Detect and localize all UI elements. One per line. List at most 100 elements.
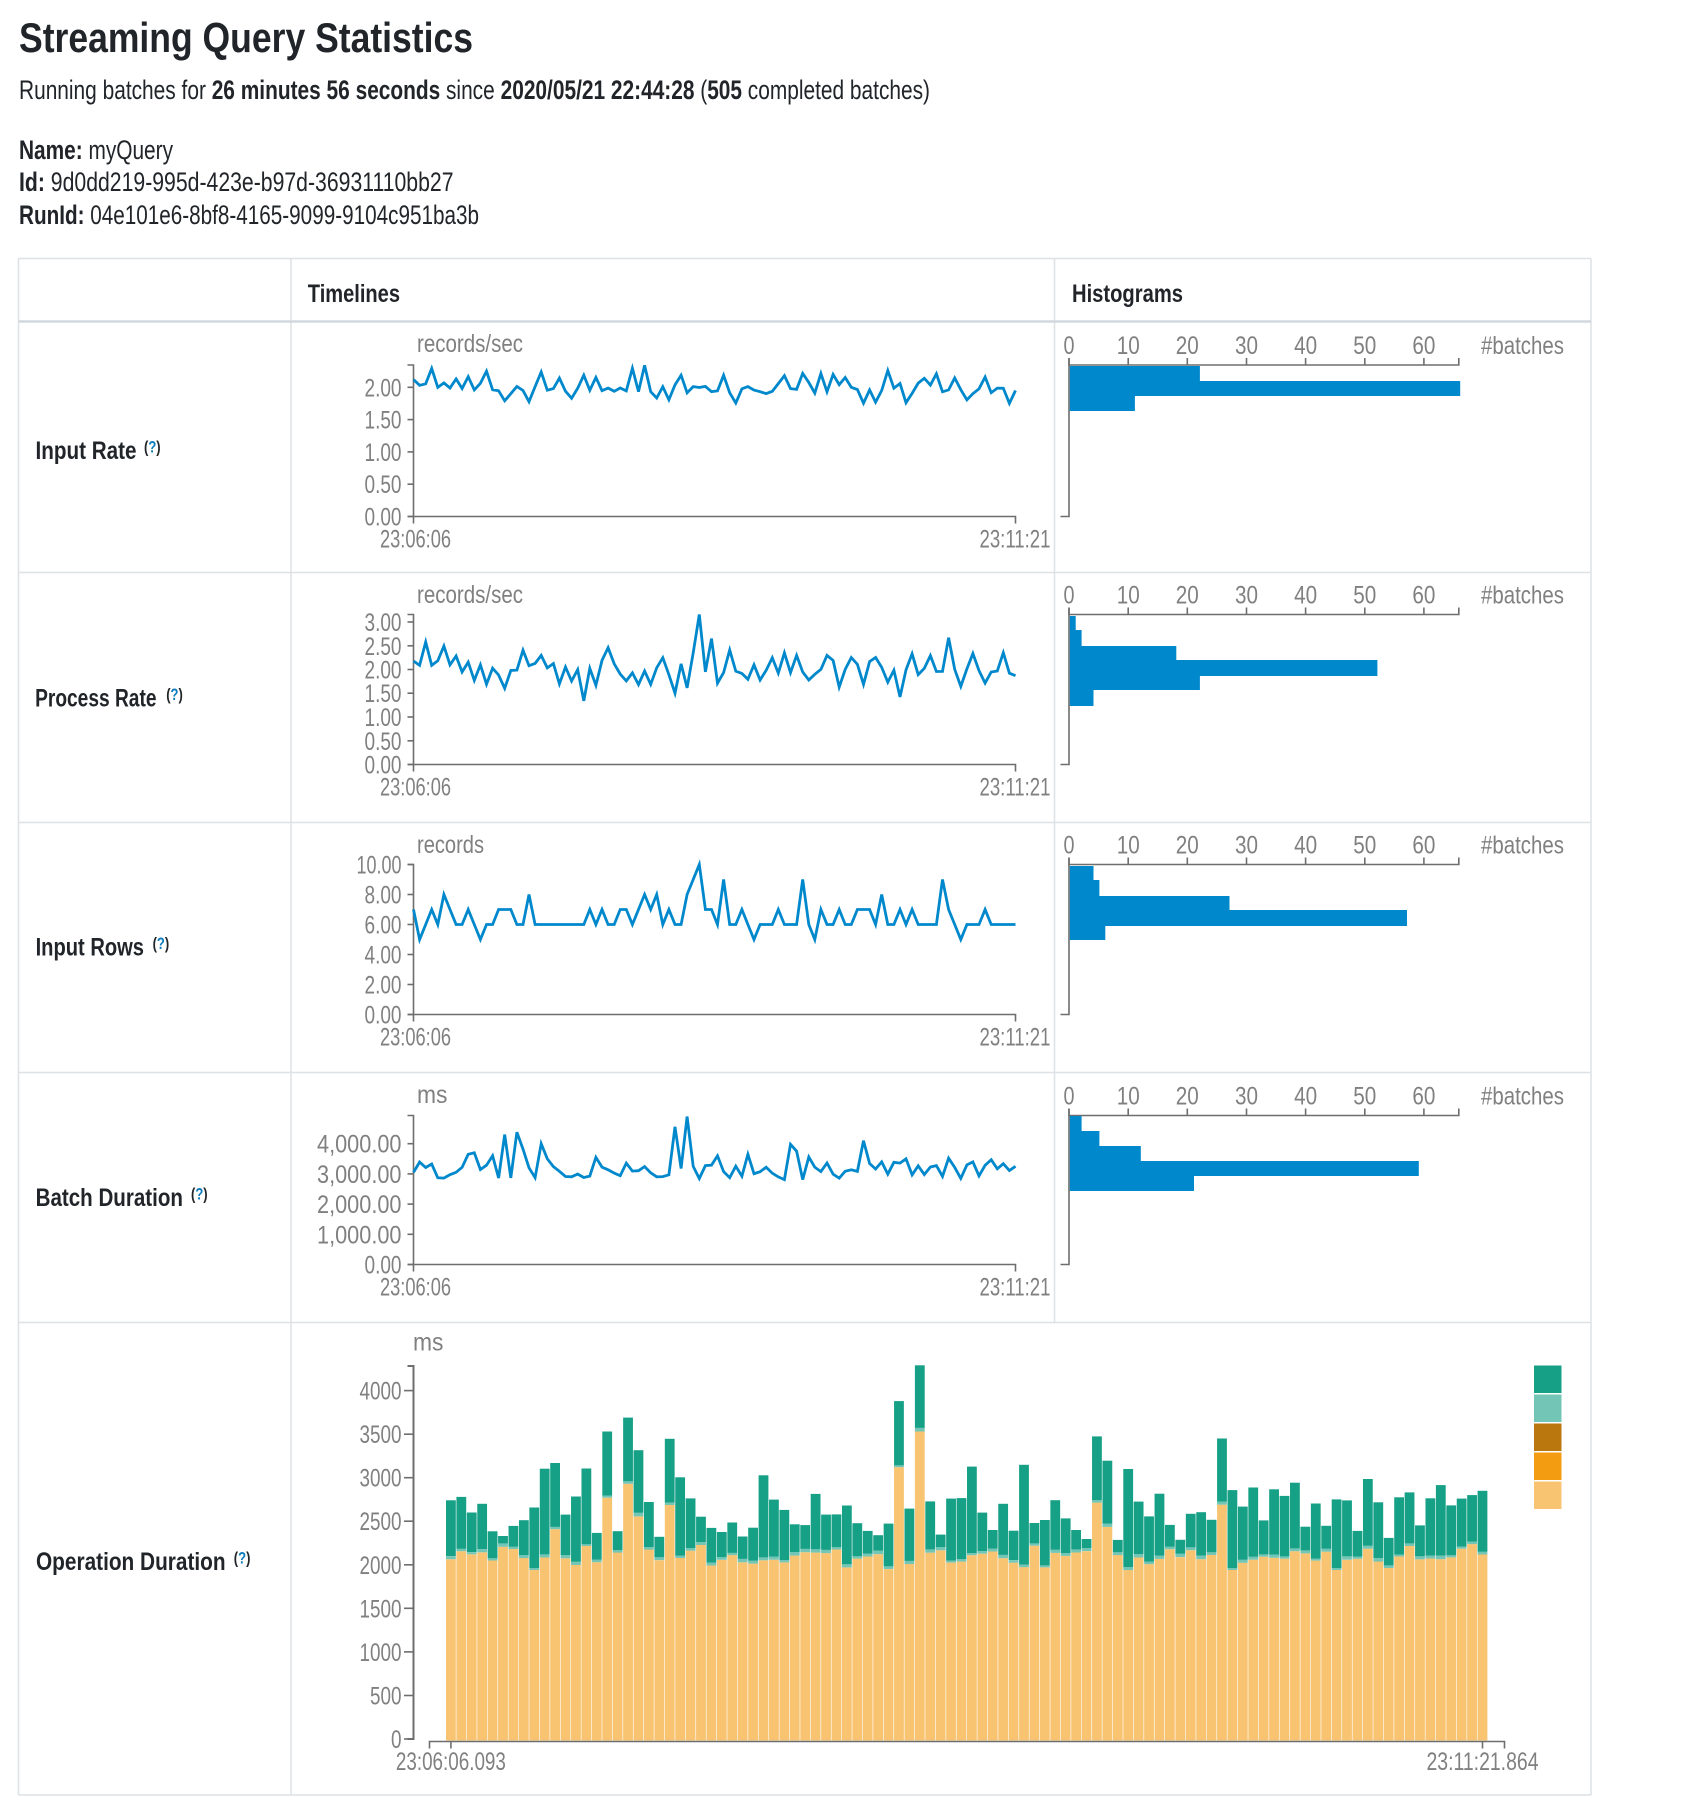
svg-text:(?): (?): [191, 1186, 208, 1204]
svg-text:ms: ms: [413, 1329, 444, 1357]
svg-text:0: 0: [1064, 1083, 1075, 1111]
svg-text:23:11:21: 23:11:21: [980, 526, 1051, 554]
svg-text:30: 30: [1235, 832, 1258, 860]
svg-text:20: 20: [1176, 332, 1199, 360]
svg-text:23:11:21: 23:11:21: [980, 1274, 1051, 1302]
svg-text:RunId:: RunId:: [19, 200, 85, 230]
svg-text:23:06:06: 23:06:06: [380, 526, 451, 554]
svg-text:#batches: #batches: [1481, 582, 1564, 610]
svg-text:60: 60: [1412, 832, 1435, 860]
svg-text:2500: 2500: [360, 1508, 402, 1536]
svg-text:20: 20: [1176, 1083, 1199, 1111]
svg-text:2,000.00: 2,000.00: [317, 1191, 402, 1219]
svg-text:Running batches for: Running batches for: [19, 75, 206, 105]
svg-text:1.00: 1.00: [365, 704, 402, 732]
svg-text:0.00: 0.00: [365, 1002, 402, 1030]
svg-text:6.00: 6.00: [365, 912, 402, 940]
svg-text:Streaming Query Statistics: Streaming Query Statistics: [19, 14, 473, 61]
svg-text:Input Rate: Input Rate: [36, 437, 137, 465]
svg-text:23:06:06: 23:06:06: [380, 1024, 451, 1052]
svg-text:3,000.00: 3,000.00: [317, 1161, 402, 1189]
svg-text:0: 0: [1064, 832, 1075, 860]
svg-text:20: 20: [1176, 582, 1199, 610]
svg-text:50: 50: [1353, 832, 1376, 860]
svg-text:#batches: #batches: [1481, 832, 1564, 860]
svg-text:40: 40: [1294, 832, 1317, 860]
svg-text:myQuery: myQuery: [89, 135, 174, 165]
svg-text:0: 0: [391, 1726, 402, 1754]
svg-text:60: 60: [1412, 1083, 1435, 1111]
svg-text:Process Rate: Process Rate: [35, 685, 156, 713]
svg-text:1,000.00: 1,000.00: [317, 1221, 402, 1249]
svg-text:505: 505: [707, 75, 742, 105]
svg-text:(?): (?): [144, 439, 161, 457]
svg-text:8.00: 8.00: [365, 882, 402, 910]
svg-text:23:06:06: 23:06:06: [380, 774, 451, 802]
svg-text:10: 10: [1117, 332, 1140, 360]
svg-text:Operation Duration: Operation Duration: [36, 1548, 226, 1576]
svg-text:30: 30: [1235, 332, 1258, 360]
svg-text:23:11:21: 23:11:21: [980, 774, 1051, 802]
svg-text:4000: 4000: [360, 1378, 402, 1406]
svg-text:1.50: 1.50: [365, 680, 402, 708]
svg-text:23:11:21.864: 23:11:21.864: [1427, 1748, 1539, 1776]
svg-text:4,000.00: 4,000.00: [317, 1131, 402, 1159]
svg-text:1.50: 1.50: [365, 407, 402, 435]
svg-text:60: 60: [1412, 332, 1435, 360]
svg-text:0: 0: [1064, 332, 1075, 360]
svg-text:26 minutes 56 seconds: 26 minutes 56 seconds: [212, 75, 441, 105]
svg-text:Id:: Id:: [19, 167, 45, 197]
svg-text:04e101e6-8bf8-4165-9099-9104c9: 04e101e6-8bf8-4165-9099-9104c951ba3b: [90, 200, 479, 230]
svg-text:3500: 3500: [360, 1421, 402, 1449]
svg-text:Input Rows: Input Rows: [36, 934, 144, 962]
svg-text:(: (: [700, 75, 707, 105]
svg-text:2.00: 2.00: [365, 657, 402, 685]
svg-text:2000: 2000: [360, 1552, 402, 1580]
svg-text:1000: 1000: [360, 1639, 402, 1667]
svg-text:50: 50: [1353, 332, 1376, 360]
svg-text:50: 50: [1353, 582, 1376, 610]
svg-text:#batches: #batches: [1481, 1083, 1564, 1111]
svg-text:0: 0: [1064, 582, 1075, 610]
svg-text:2.50: 2.50: [365, 633, 402, 661]
svg-text:10: 10: [1117, 832, 1140, 860]
svg-text:(?): (?): [166, 686, 183, 704]
svg-text:completed batches): completed batches): [748, 75, 930, 105]
svg-text:10: 10: [1117, 1083, 1140, 1111]
svg-text:30: 30: [1235, 1083, 1258, 1111]
svg-text:0.50: 0.50: [365, 471, 402, 499]
svg-text:Histograms: Histograms: [1072, 280, 1183, 308]
svg-text:40: 40: [1294, 1083, 1317, 1111]
svg-text:9d0dd219-995d-423e-b97d-369311: 9d0dd219-995d-423e-b97d-36931110bb27: [51, 167, 454, 197]
svg-text:0.00: 0.00: [365, 1252, 402, 1280]
svg-text:500: 500: [370, 1683, 402, 1711]
svg-text:Batch Duration: Batch Duration: [36, 1184, 183, 1212]
svg-text:40: 40: [1294, 582, 1317, 610]
svg-text:0.50: 0.50: [365, 728, 402, 756]
svg-text:since: since: [446, 75, 495, 105]
svg-text:3000: 3000: [360, 1465, 402, 1493]
svg-text:2.00: 2.00: [365, 972, 402, 1000]
svg-text:0.00: 0.00: [365, 504, 402, 532]
svg-text:4.00: 4.00: [365, 942, 402, 970]
svg-text:2.00: 2.00: [365, 374, 402, 402]
svg-text:2020/05/21 22:44:28: 2020/05/21 22:44:28: [501, 75, 695, 105]
svg-text:23:11:21: 23:11:21: [980, 1024, 1051, 1052]
svg-text:records: records: [417, 831, 484, 859]
svg-text:ms: ms: [417, 1081, 448, 1109]
svg-text:60: 60: [1412, 582, 1435, 610]
svg-text:Name:: Name:: [19, 135, 83, 165]
svg-text:23:06:06.093: 23:06:06.093: [396, 1748, 506, 1776]
svg-text:#batches: #batches: [1481, 332, 1564, 360]
svg-text:23:06:06: 23:06:06: [380, 1274, 451, 1302]
svg-text:(?): (?): [234, 1550, 251, 1568]
svg-text:3.00: 3.00: [365, 609, 402, 637]
svg-text:20: 20: [1176, 832, 1199, 860]
svg-text:records/sec: records/sec: [417, 330, 523, 358]
svg-text:0.00: 0.00: [365, 752, 402, 780]
svg-text:10: 10: [1117, 582, 1140, 610]
svg-text:1.00: 1.00: [365, 439, 402, 467]
svg-text:Timelines: Timelines: [308, 280, 400, 308]
svg-text:(?): (?): [153, 935, 170, 953]
svg-text:10.00: 10.00: [357, 852, 402, 880]
